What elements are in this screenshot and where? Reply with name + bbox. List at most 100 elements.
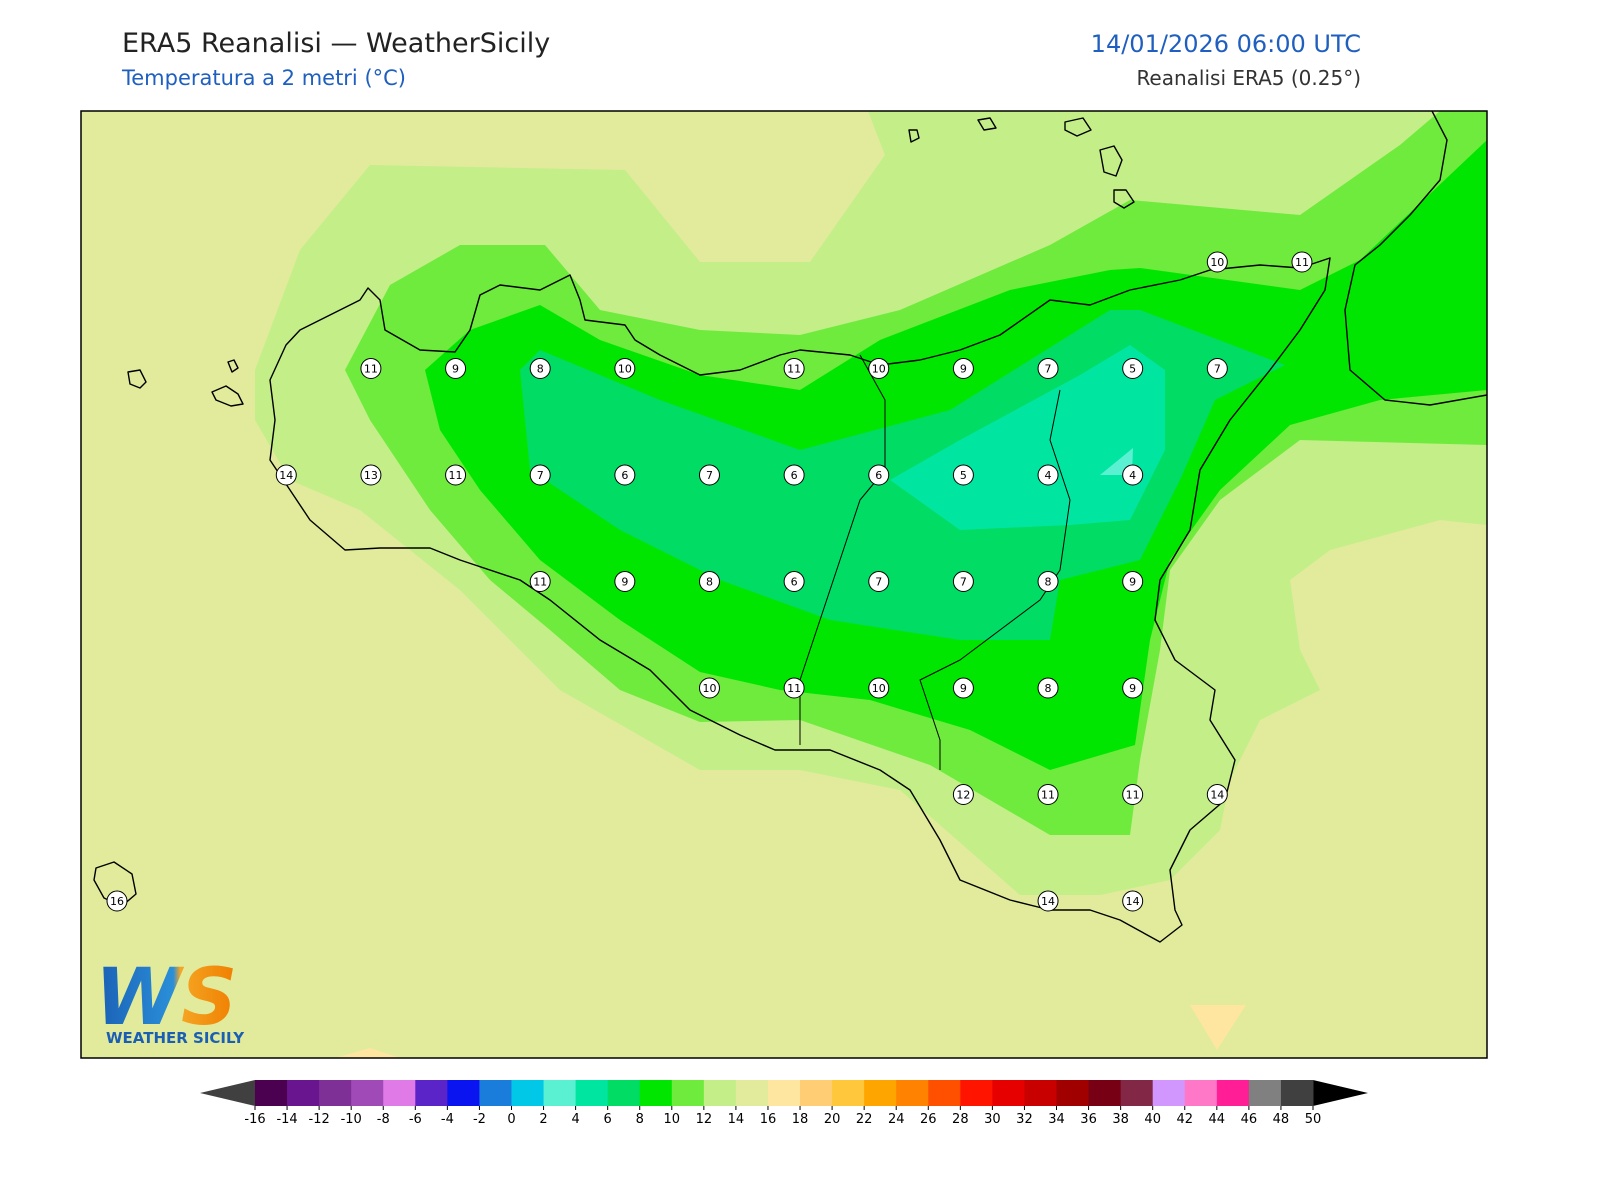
station-marker: [614, 571, 636, 592]
station-marker: [1122, 358, 1144, 379]
colorbar-label: 18: [792, 1112, 809, 1127]
colorbar-label: 16: [760, 1112, 777, 1127]
colorbar-box: [1184, 1080, 1218, 1106]
colorbar-label: -2: [473, 1112, 486, 1127]
station-marker: [868, 571, 890, 592]
station-marker: [952, 677, 974, 699]
colorbar-label: 2: [539, 1112, 547, 1127]
station-value: 9: [960, 363, 967, 376]
title: ERA5 Reanalisi — WeatherSicily: [122, 28, 550, 59]
colorbar-box: [255, 1080, 288, 1106]
colorbar-label: -14: [276, 1112, 297, 1127]
station-value: 7: [537, 469, 544, 482]
station-value: 10: [702, 682, 716, 695]
station-marker: [529, 358, 551, 379]
station-value: 6: [791, 469, 798, 482]
colorbar-label: -16: [244, 1112, 265, 1127]
station-value: 5: [1129, 363, 1136, 376]
map: 10 11 11 9 8 10 11 10 9 7 5 7 14 13 11 7 6 7 6 6 5 4 4 11 9 8 6 7 7 8…: [81, 111, 1487, 1058]
colorbar-box: [479, 1080, 512, 1106]
station-marker: [1122, 464, 1144, 486]
station-value: 5: [960, 469, 967, 482]
station-value: 4: [1129, 469, 1136, 482]
colorbar-label: 6: [604, 1112, 612, 1127]
station-value: 14: [1126, 895, 1140, 908]
station-value: 14: [279, 469, 293, 482]
station-value: 10: [618, 363, 632, 376]
station-marker: [783, 677, 805, 699]
station-marker: [1037, 677, 1059, 699]
station-marker: [783, 571, 805, 592]
station-marker: [529, 464, 551, 486]
station-marker: [1122, 890, 1144, 912]
station-value: 8: [537, 363, 544, 376]
colorbar-label: -6: [409, 1112, 422, 1127]
colorbar-label: 40: [1144, 1112, 1161, 1127]
colorbar-label: 0: [507, 1112, 515, 1127]
colorbar-box: [607, 1080, 641, 1106]
colorbar-box: [703, 1080, 737, 1106]
station-value: 16: [110, 895, 124, 908]
station-value: 7: [1045, 363, 1052, 376]
station-marker: [529, 571, 551, 592]
colorbar-label: 8: [636, 1112, 644, 1127]
station-marker: [614, 464, 636, 486]
colorbar-label: 28: [952, 1112, 969, 1127]
station-marker: [1206, 358, 1228, 379]
province-border: [799, 354, 886, 745]
colorbar-box: [864, 1080, 897, 1106]
station-value: 7: [1214, 363, 1221, 376]
station-value: 7: [960, 576, 967, 589]
colorbar-label: 14: [728, 1112, 745, 1127]
station-value: 12: [956, 789, 970, 802]
station-marker: [360, 358, 382, 379]
colorbar-box: [896, 1080, 929, 1106]
station-value: 9: [452, 363, 459, 376]
station-marker: [868, 464, 890, 486]
station-value: 8: [706, 576, 713, 589]
colorbar-label: 48: [1273, 1112, 1290, 1127]
station-value: 6: [621, 469, 628, 482]
station-marker: [698, 464, 720, 486]
logo-caption: WEATHER SICILY: [106, 1029, 245, 1047]
station-marker: [783, 464, 805, 486]
station-marker: [952, 784, 974, 805]
station-value: 9: [960, 682, 967, 695]
station-marker: [952, 464, 974, 486]
colorbar-label: 42: [1176, 1112, 1193, 1127]
datetime: 14/01/2026 06:00 UTC: [1091, 30, 1361, 58]
colorbar-box: [383, 1080, 416, 1106]
station-marker: [1291, 251, 1313, 273]
colorbar-label: 50: [1305, 1112, 1322, 1127]
logo: WS: [95, 953, 237, 1043]
colorbar-box: [735, 1080, 769, 1106]
colorbar-extend-high: [1313, 1080, 1368, 1106]
station-marker: [1122, 784, 1144, 805]
station-value: 8: [1045, 576, 1052, 589]
colorbar-box: [575, 1080, 609, 1106]
station-marker: [698, 571, 720, 592]
colorbar-box: [1056, 1080, 1090, 1106]
colorbar-label: 20: [824, 1112, 841, 1127]
colorbar-label: -12: [309, 1112, 330, 1127]
station-marker: [1037, 784, 1059, 805]
colorbar-label: 32: [1016, 1112, 1033, 1127]
colorbar-box: [992, 1080, 1025, 1106]
station-marker: [1122, 677, 1144, 699]
station-marker: [1037, 571, 1059, 592]
colorbar-box: [800, 1080, 833, 1106]
station-value: 9: [621, 576, 628, 589]
colorbar-label: 36: [1080, 1112, 1097, 1127]
colorbar-box: [960, 1080, 993, 1106]
station-marker: [614, 358, 636, 379]
station-value: 14: [1210, 789, 1224, 802]
station-marker: [868, 677, 890, 699]
colorbar-label: 12: [696, 1112, 713, 1127]
colorbar-label: 22: [856, 1112, 873, 1127]
colorbar-label: -4: [441, 1112, 454, 1127]
colorbar-label: 34: [1048, 1112, 1065, 1127]
contour: [1190, 1005, 1246, 1050]
colorbar-label: 38: [1112, 1112, 1129, 1127]
station-value: 14: [1041, 895, 1055, 908]
colorbar-box: [832, 1080, 865, 1106]
